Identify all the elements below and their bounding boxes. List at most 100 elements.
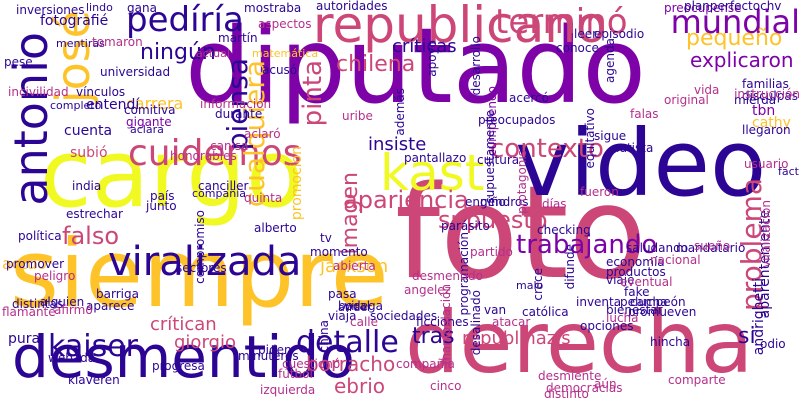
cloud-word: familias (742, 77, 789, 91)
cloud-word: comparte (668, 373, 726, 387)
cloud-word: india (72, 179, 102, 193)
cloud-word: aspectos (258, 17, 312, 31)
cloud-word: pedíría (126, 0, 244, 40)
cloud-word: video (515, 110, 767, 217)
cloud-word: cathy (752, 115, 791, 131)
cloud-word: checking (537, 223, 591, 237)
cloud-word: mundial (670, 3, 800, 41)
cloud-word: sociedades (370, 309, 438, 323)
cloud-word: distinto (544, 387, 589, 400)
cloud-word: cuestionó (282, 357, 341, 371)
cloud-word: chilena (336, 52, 416, 77)
cloud-word: completo (50, 99, 102, 112)
cloud-word: izquierda (260, 383, 316, 397)
cloud-word: calle (350, 315, 379, 329)
cloud-word: acusó (262, 63, 298, 77)
cloud-word: viralizada (108, 239, 302, 285)
cloud-word: conoce (556, 41, 599, 55)
cloud-word: actuó (2, 254, 47, 273)
cloud-word: borracho (306, 352, 396, 376)
cloud-word: autoridades (316, 0, 388, 13)
cloud-word: desalinado (469, 290, 483, 356)
cloud-word: pinta (298, 60, 328, 127)
cloud-word: progresa (152, 359, 205, 373)
cloud-word: días (542, 197, 567, 211)
cloud-word: pantallazo (404, 151, 467, 165)
cloud-word: diputado (185, 5, 646, 127)
cloud-word: equitativo (583, 108, 597, 169)
cloud-word: aparece (86, 299, 135, 313)
cloud-word: democracias (546, 381, 623, 395)
cloud-word: tv (320, 231, 332, 245)
cloud-word: nacional (650, 253, 701, 267)
cloud-word: episodio (594, 27, 645, 41)
cloud-word: lucha (606, 311, 639, 325)
cloud-word: desarrollo (469, 36, 483, 96)
cloud-word: ebrio (334, 374, 386, 398)
cloud-word: sueño (694, 239, 731, 253)
cloud-word: cuenta (64, 123, 113, 139)
cloud-word: fact (778, 165, 799, 178)
cloud-word: apariencia (343, 186, 469, 214)
cloud-word: viralización (759, 200, 773, 268)
cloud-word: falas (630, 107, 659, 121)
cloud-word: llegaron (742, 123, 791, 137)
cloud-word: quinta (244, 191, 283, 205)
cloud-word: alguien (40, 295, 85, 309)
cloud-word: republicano (313, 0, 607, 54)
cloud-word: promover (6, 257, 65, 271)
cloud-word: pasa (328, 287, 357, 301)
cloud-word: original (664, 93, 709, 107)
cloud-word: si (738, 324, 756, 349)
cloud-word: viaja (328, 309, 357, 323)
cloud-word: inversiones (16, 3, 85, 17)
cloud-word: desmentido (12, 323, 355, 391)
cloud-word: mentiras (56, 37, 105, 50)
cloud-word: críticas (392, 36, 457, 57)
cloud-word: manipulación (439, 284, 453, 365)
cloud-word: fútbol (278, 367, 313, 381)
cloud-word: autista (612, 141, 654, 155)
cloud-word: supuesto (438, 206, 548, 234)
cloud-word: viral (344, 299, 371, 313)
cloud-word: foto (395, 159, 647, 308)
cloud-word: matemática (252, 47, 319, 60)
cloud-word: lindo (86, 1, 113, 14)
cloud-word: gigante (126, 115, 172, 129)
cloud-word: viaje (606, 273, 635, 287)
cloud-word: actual (196, 47, 230, 60)
cloud-word: carrera (126, 94, 184, 113)
cloud-word: cinco (430, 379, 462, 393)
cloud-word: engendros (465, 195, 529, 209)
cloud-word: kaiser (48, 329, 138, 364)
cloud-word: siempre (10, 220, 389, 329)
cloud-word: desmentido (412, 269, 483, 283)
cloud-word: planperfectochv (684, 0, 782, 13)
cloud-word: promocion (289, 146, 305, 221)
cloud-word: abierta (333, 259, 376, 273)
cloud-word: malo (516, 279, 544, 292)
cloud-word: insiste (368, 134, 427, 155)
cloud-word: pequeño (686, 26, 783, 51)
cloud-word: honorables (170, 149, 237, 163)
cloud-word: usuario (744, 157, 789, 171)
cloud-word: distintas (12, 297, 64, 311)
cloud-word: gana (127, 1, 157, 15)
cloud-word: van (484, 303, 507, 317)
cloud-word: apoyo (425, 40, 439, 77)
cloud-word: ningún (140, 40, 216, 65)
cloud-word: compañía (396, 357, 455, 371)
cloud-word: martín (218, 31, 258, 45)
cloud-word: pura (8, 331, 41, 347)
cloud-word: fueron (580, 185, 619, 199)
cloud-word: católica (522, 305, 569, 319)
cloud-word: tbn (752, 103, 776, 119)
cloud-word: partido (470, 245, 513, 259)
cloud-word: webada (48, 351, 96, 365)
cloud-word: disculpas (742, 89, 798, 103)
cloud-word: atacar (492, 315, 531, 329)
cloud-word: afirmó (54, 303, 93, 317)
cloud-word: odio (760, 337, 786, 351)
cloud-word: klaveren (68, 373, 120, 387)
cloud-word: mostraba (244, 1, 302, 15)
